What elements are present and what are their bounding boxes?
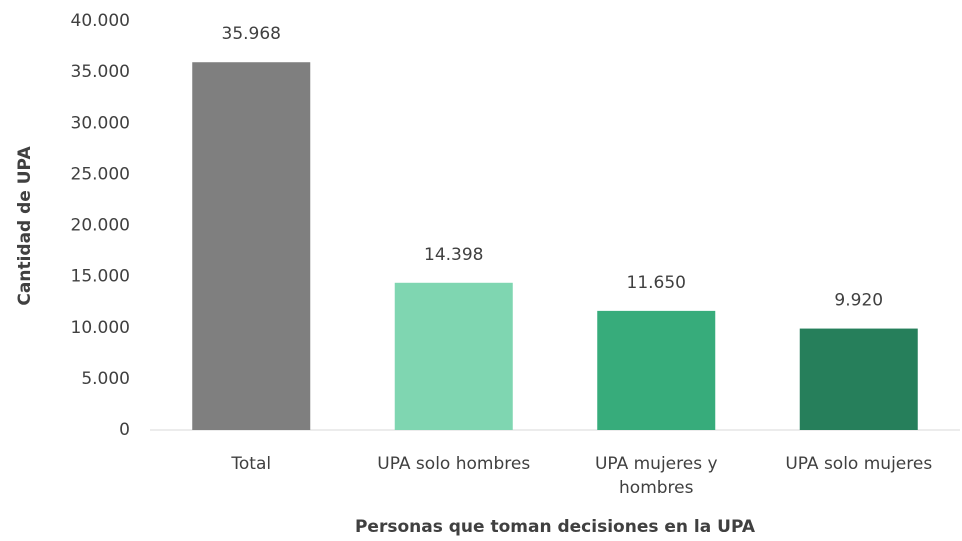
x-tick-label: Total: [231, 454, 272, 474]
value-label: 14.398: [424, 245, 483, 265]
y-tick-label: 0: [119, 420, 130, 440]
x-tick-label: UPA mujeres y hombres: [594, 454, 718, 498]
bar: [799, 328, 918, 430]
y-tick-label: 30.000: [71, 113, 130, 133]
x-tick-label: UPA solo hombres: [377, 454, 531, 474]
x-tick-label-box: Total: [231, 454, 272, 474]
x-tick-label: UPA solo mujeres: [785, 454, 933, 474]
x-tick-label-box: UPA mujeres y hombres: [594, 454, 718, 498]
x-axis-label: Personas que toman decisiones en la UPA: [355, 517, 756, 537]
bar: [597, 310, 716, 430]
bar: [394, 282, 513, 430]
value-label: 11.650: [627, 273, 686, 293]
y-tick-label: 10.000: [71, 318, 130, 338]
y-tick-label: 40.000: [71, 11, 130, 31]
y-tick-label: 15.000: [71, 267, 130, 287]
y-tick-label: 25.000: [71, 164, 130, 184]
value-label: 9.920: [834, 291, 883, 311]
y-axis-label: Cantidad de UPA: [15, 146, 35, 306]
x-tick-label-box: UPA solo mujeres: [785, 454, 933, 474]
x-tick-label-box: UPA solo hombres: [377, 454, 531, 474]
y-tick-label: 5.000: [81, 369, 130, 389]
value-label: 35.968: [222, 24, 281, 44]
y-tick-label: 35.000: [71, 62, 130, 82]
y-tick-label: 20.000: [71, 216, 130, 236]
bar: [192, 62, 311, 430]
